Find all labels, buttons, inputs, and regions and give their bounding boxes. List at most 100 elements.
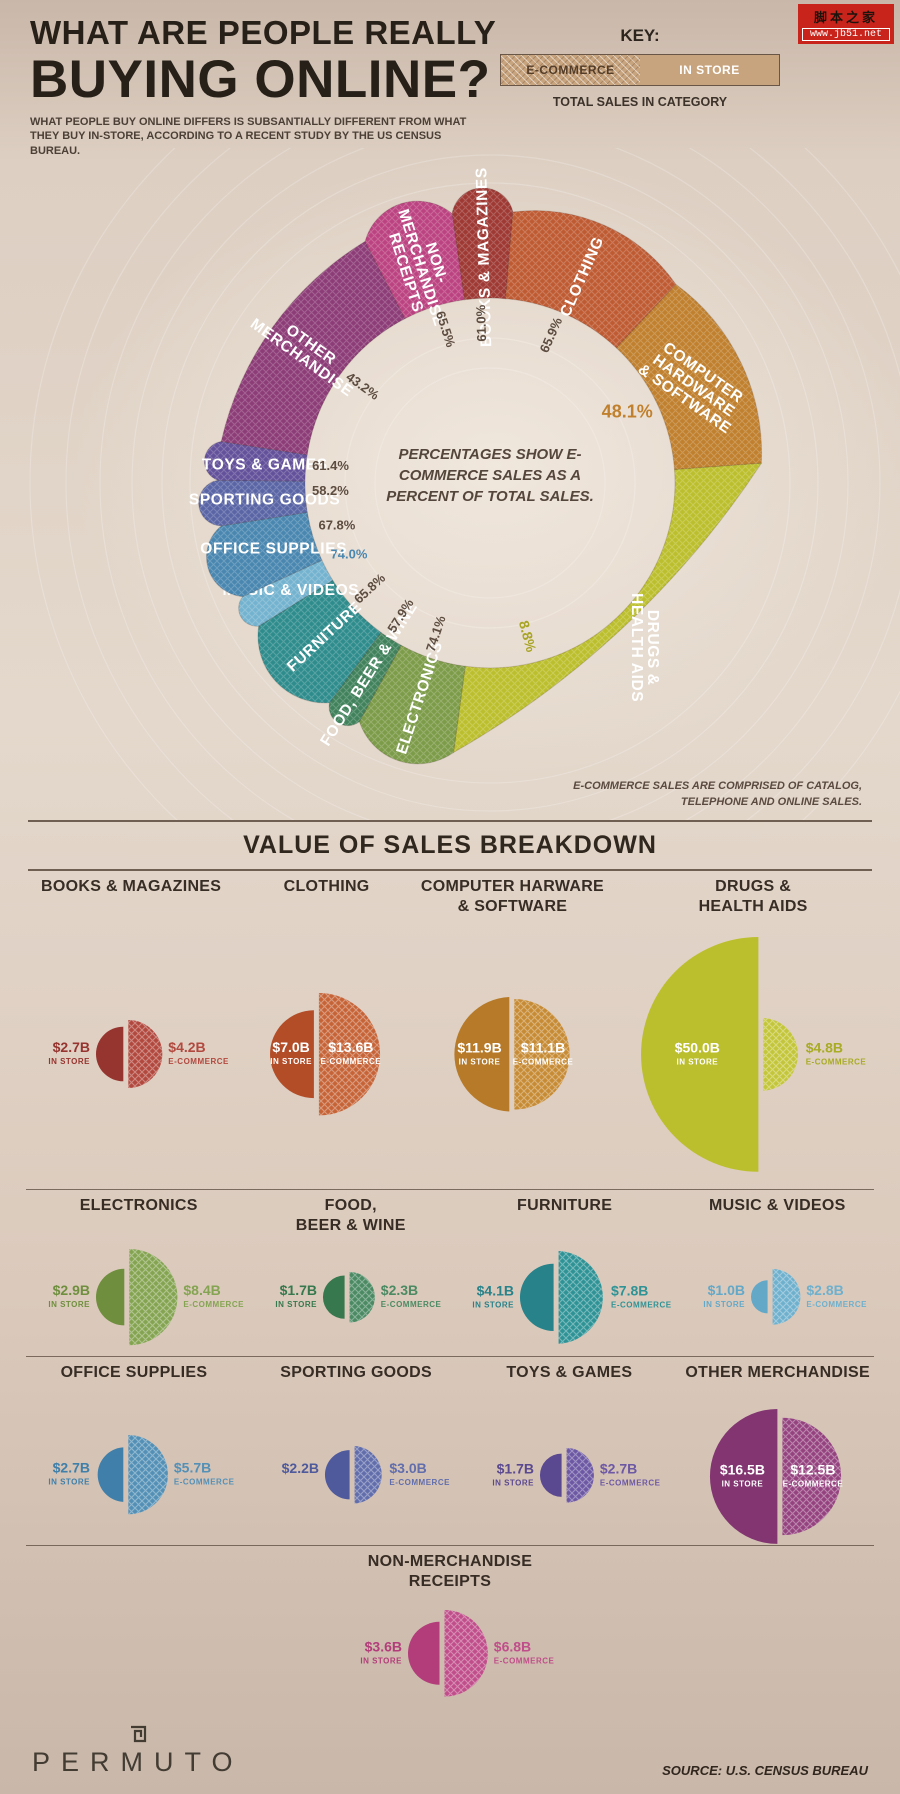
watermark-site-url: www.jb51.net bbox=[802, 28, 890, 41]
in-store-label-value: $2.9B bbox=[53, 1282, 90, 1298]
legend-ecommerce-label: E-COMMERCE bbox=[526, 63, 615, 77]
ecommerce-semicircle-texture bbox=[782, 1417, 842, 1536]
legend-title: KEY: bbox=[620, 26, 660, 45]
breakdown-row-1: BOOKS & MAGAZINES $2.7B IN STORE $4.2B E-COM… bbox=[0, 871, 900, 1189]
in-store-label-sublabel: IN STORE bbox=[703, 1300, 745, 1309]
ecommerce-label-value: $4.2B bbox=[168, 1039, 205, 1055]
donut-segment-texture bbox=[616, 284, 762, 470]
donut-segment-label: SPORTING GOODS bbox=[189, 492, 340, 509]
ecommerce-label-value: $3.0B bbox=[389, 1460, 426, 1476]
ecommerce-semicircle-texture bbox=[558, 1250, 603, 1344]
legend: KEY: E-COMMERCE IN STORE TOTAL SALES IN … bbox=[500, 16, 780, 148]
in-store-semicircle bbox=[324, 1450, 350, 1500]
semicircle-pair-chart: $2.2B $3.0B E-COMMERCE bbox=[282, 1446, 450, 1504]
semicircle-pair-chart: $50.0B IN STORE $4.8B E-COMMERCE bbox=[641, 936, 866, 1172]
donut-segment-texture bbox=[198, 480, 308, 526]
semicircle-pair-chart: $11.9B IN STORE $11.1B E-COMMERCE bbox=[454, 996, 573, 1112]
legend-ecommerce-swatch: E-COMMERCE bbox=[501, 55, 640, 85]
in-store-label-value: $2.2B bbox=[282, 1460, 319, 1476]
in-store-label-value: $1.0B bbox=[707, 1282, 744, 1298]
ecommerce-semicircle-texture bbox=[128, 1020, 163, 1088]
ecommerce-label-value: $13.6B bbox=[328, 1039, 373, 1055]
breakdown-row-4: NON-MERCHANDISE RECEIPTS $3.6B IN STORE $6.8… bbox=[0, 1546, 900, 1712]
ecommerce-label-sublabel: E-COMMERCE bbox=[389, 1478, 450, 1487]
in-store-label-value: $50.0B bbox=[675, 1039, 720, 1055]
ecommerce-label-value: $8.4B bbox=[183, 1282, 220, 1298]
breakdown-category-title: DRUGS & HEALTH AIDS bbox=[698, 878, 808, 915]
ecommerce-label-value: $12.5B bbox=[790, 1461, 835, 1477]
semicircle-pair-chart: $7.0B IN STORE $13.6B E-COMMERCE bbox=[269, 992, 380, 1116]
ecommerce-semicircle-texture bbox=[566, 1447, 595, 1503]
donut-center-text: PERCENTAGES SHOW E-COMMERCE SALES AS A P… bbox=[386, 446, 594, 505]
permuto-logo-icon bbox=[130, 1725, 146, 1743]
breakdown-non-merchandise-receipts: NON-MERCHANDISE RECEIPTS $3.6B IN STORE $6.8… bbox=[342, 1552, 558, 1712]
breakdown-category-title: OTHER MERCHANDISE bbox=[685, 1364, 870, 1381]
donut-segment-texture bbox=[453, 463, 762, 753]
breakdown-clothing: CLOTHING $7.0B IN STORE $13.6B E-COMMERCE bbox=[265, 877, 389, 1189]
breakdown-food-beer-wine: FOOD, BEER & WINE $1.7B IN STORE $2.3B E-COMM… bbox=[257, 1196, 445, 1356]
breakdown-toys-games: TOYS & GAMES $1.7B IN STORE $2.7B E-COMMERCE bbox=[474, 1363, 664, 1545]
in-store-label-sublabel: IN STORE bbox=[48, 1300, 90, 1309]
in-store-label-sublabel: IN STORE bbox=[48, 1057, 90, 1066]
donut-segment-texture bbox=[452, 187, 513, 300]
ecommerce-label-sublabel: E-COMMERCE bbox=[512, 1057, 573, 1066]
header: WHAT ARE PEOPLE REALLY BUYING ONLINE? WH… bbox=[0, 0, 900, 157]
donut-segment-texture bbox=[505, 210, 676, 348]
in-store-label-sublabel: IN STORE bbox=[472, 1300, 514, 1309]
ecommerce-semicircle-texture bbox=[318, 992, 380, 1116]
ecommerce-label-sublabel: E-COMMERCE bbox=[168, 1057, 229, 1066]
in-store-label-sublabel: IN STORE bbox=[275, 1300, 317, 1309]
permuto-wordmark: PERMUTO bbox=[32, 1747, 244, 1777]
breakdown-books-magazines: BOOKS & MAGAZINES $2.7B IN STORE $4.2B E-COM… bbox=[30, 877, 232, 1189]
breakdown-electronics: ELECTRONICS $2.9B IN STORE $8.4B E-COMMERCE bbox=[30, 1196, 247, 1356]
legend-swatches: E-COMMERCE IN STORE bbox=[500, 54, 780, 86]
in-store-semicircle bbox=[710, 1409, 778, 1544]
page-subtitle: WHAT PEOPLE BUY ONLINE DIFFERS IS SUBSAN… bbox=[30, 115, 467, 158]
breakdown-category-title: OFFICE SUPPLIES bbox=[60, 1364, 208, 1381]
legend-instore-label: IN STORE bbox=[679, 63, 740, 77]
donut-segment-texture bbox=[204, 441, 308, 482]
in-store-label-sublabel: IN STORE bbox=[270, 1057, 312, 1066]
ecommerce-label-value: $6.8B bbox=[494, 1638, 531, 1654]
donut-percent-label: 8.8% bbox=[516, 619, 540, 654]
ecommerce-label-value: $2.3B bbox=[381, 1282, 418, 1298]
in-store-label-value: $4.1B bbox=[477, 1282, 514, 1298]
donut-percent-label: 65.9% bbox=[537, 315, 566, 355]
semicircle-pair-chart: $2.7B IN STORE $4.2B E-COMMERCE bbox=[48, 1020, 229, 1088]
in-store-label-sublabel: IN STORE bbox=[493, 1478, 535, 1487]
ecommerce-semicircle-texture bbox=[128, 1435, 168, 1515]
donut-percent-label: 74.0% bbox=[331, 547, 368, 562]
donut-percent-label: 61.4% bbox=[312, 458, 349, 473]
ecommerce-label-value: $4.8B bbox=[806, 1039, 843, 1055]
breakdown-sporting-goods: SPORTING GOODS $2.2B $3.0B E-COMMERCE bbox=[259, 1363, 453, 1545]
breakdown-category-title: FOOD, BEER & WINE bbox=[295, 1197, 406, 1234]
in-store-label-value: $2.7B bbox=[53, 1460, 90, 1476]
footer: PERMUTO SOURCE: U.S. CENSUS BUREAU bbox=[0, 1712, 900, 1794]
page-title-line1: WHAT ARE PEOPLE REALLY bbox=[30, 14, 497, 51]
breakdown-category-title: ELECTRONICS bbox=[79, 1197, 198, 1214]
semicircle-pair-chart: $4.1B IN STORE $7.8B E-COMMERCE bbox=[472, 1250, 671, 1344]
donut-segment-label: BOOKS & MAGAZINES bbox=[473, 167, 495, 347]
donut-segment-office-supplies: OFFICE SUPPLIES 67.8% bbox=[200, 511, 356, 598]
breakdown-category-title: BOOKS & MAGAZINES bbox=[41, 878, 222, 895]
semicircle-pair-chart: $3.6B IN STORE $6.8B E-COMMERCE bbox=[360, 1609, 554, 1697]
watermark-site-name: 脚本之家 bbox=[813, 10, 878, 25]
semicircle-pair-chart: $2.7B IN STORE $5.7B E-COMMERCE bbox=[48, 1435, 235, 1515]
donut-segment-texture bbox=[365, 201, 465, 319]
breakdown-other-merchandise: OTHER MERCHANDISE $16.5B IN STORE $12.5B E-C… bbox=[685, 1363, 870, 1545]
legend-caption: TOTAL SALES IN CATEGORY bbox=[552, 95, 728, 109]
ecommerce-semicircle-texture bbox=[129, 1248, 178, 1346]
in-store-semicircle bbox=[408, 1621, 440, 1685]
permuto-logo: PERMUTO bbox=[32, 1724, 244, 1778]
breakdown-category-title: TOYS & GAMES bbox=[506, 1364, 633, 1381]
ecommerce-label-sublabel: E-COMMERCE bbox=[174, 1478, 235, 1487]
breakdown-office-supplies: OFFICE SUPPLIES $2.7B IN STORE $5.7B E-COMME… bbox=[30, 1363, 238, 1545]
donut-segment-label: TOYS & GAMES bbox=[202, 457, 328, 474]
in-store-semicircle bbox=[97, 1447, 124, 1503]
in-store-label-sublabel: IN STORE bbox=[48, 1478, 90, 1487]
